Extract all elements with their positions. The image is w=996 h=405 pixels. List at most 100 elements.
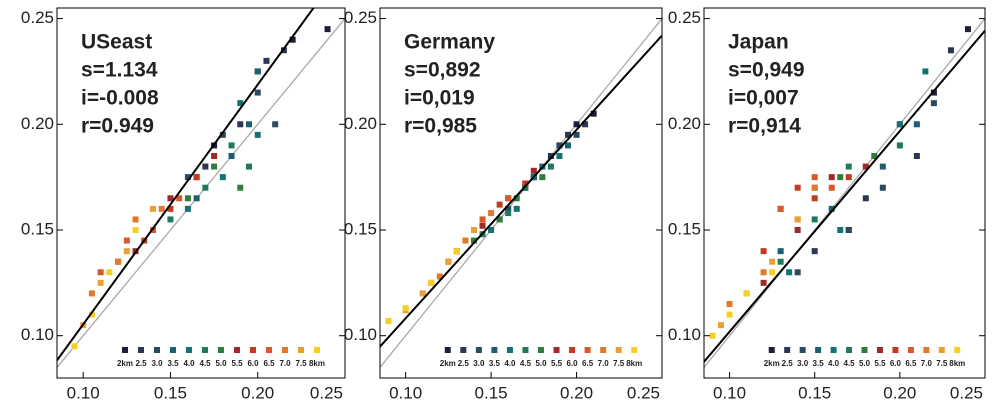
point <box>167 216 174 223</box>
point <box>794 216 801 223</box>
legend-label: 2.5 <box>135 359 147 368</box>
legend-label: 5.0 <box>215 359 227 368</box>
point <box>828 205 835 212</box>
legend-swatch <box>892 347 899 353</box>
point <box>254 89 261 96</box>
point <box>254 131 261 138</box>
panel: 0.10 0.15 0.20 0.25 0.10 0.15 0.20 0.25 Germany s… <box>344 7 663 402</box>
point <box>246 121 252 128</box>
point <box>811 184 818 191</box>
legend-swatch <box>250 347 256 353</box>
x-tick-label: 0.10 <box>389 383 422 402</box>
annotation: i=-0.008 <box>81 87 159 110</box>
point <box>123 237 130 244</box>
annotation: r=0.949 <box>81 115 154 138</box>
fit-line <box>57 8 315 363</box>
y-tick-label: 0.15 <box>668 219 701 238</box>
y-tick-label: 0.25 <box>344 8 377 27</box>
panel: 0.10 0.15 0.20 0.25 0.10 0.15 0.20 0.25 Japan s=0… <box>668 7 986 402</box>
legend-label: 6.0 <box>890 359 902 368</box>
point <box>263 57 270 64</box>
point <box>794 227 801 233</box>
point <box>436 273 443 280</box>
legend-swatch <box>154 347 160 353</box>
legend-swatch <box>815 347 822 353</box>
legend-label: 8km <box>626 359 642 368</box>
legend-label: 6.0 <box>567 359 579 368</box>
legend-label: 6.5 <box>263 359 275 368</box>
point <box>97 269 104 276</box>
legend-label: 4.0 <box>828 359 840 368</box>
point <box>964 26 971 33</box>
x-tick-label: 0.10 <box>67 383 100 402</box>
point <box>777 258 784 265</box>
annotation: s=0,892 <box>404 59 481 82</box>
point <box>132 227 139 233</box>
point <box>289 36 296 43</box>
legend-label: 7.0 <box>921 359 933 368</box>
legend-label: 3.0 <box>151 359 163 368</box>
identity-line <box>704 18 985 369</box>
legend-label: 2km <box>764 359 780 368</box>
point <box>202 163 209 170</box>
point <box>211 163 218 170</box>
point <box>556 153 563 159</box>
legend-label: 3.0 <box>473 359 485 368</box>
point <box>193 195 200 202</box>
point <box>837 227 844 233</box>
legend-label: 3.5 <box>167 359 179 368</box>
point <box>837 174 844 181</box>
point <box>488 210 495 217</box>
point <box>496 216 503 223</box>
legend-swatch <box>907 347 914 353</box>
point <box>158 205 165 212</box>
point <box>505 195 512 202</box>
point <box>202 184 209 191</box>
annotation: USeast <box>81 31 152 54</box>
point <box>539 174 546 181</box>
point <box>211 153 218 159</box>
annotation: r=0,914 <box>728 115 801 138</box>
x-tick-label: 0.20 <box>560 383 593 402</box>
annotation: s=0,949 <box>728 59 805 82</box>
legend-label: 5.0 <box>859 359 871 368</box>
legend-label: 5.0 <box>535 359 547 368</box>
legend-swatch <box>584 347 591 353</box>
legend-swatch <box>266 347 272 353</box>
point <box>513 205 520 212</box>
x-tick-label: 0.15 <box>154 383 187 402</box>
legend-swatch <box>218 347 224 353</box>
point <box>254 68 261 75</box>
point <box>811 174 818 181</box>
y-tick-label: 0.15 <box>344 219 377 238</box>
point <box>219 131 226 138</box>
point <box>479 216 486 223</box>
point <box>471 237 477 244</box>
point <box>106 269 113 276</box>
point <box>228 153 235 159</box>
legend-label: 7.5 <box>295 359 307 368</box>
annotation: Germany <box>404 31 495 54</box>
point <box>522 180 529 187</box>
legend-label: 2km <box>117 359 133 368</box>
point <box>272 121 279 128</box>
x-tick-label: 0.25 <box>627 383 660 402</box>
point <box>709 332 716 339</box>
point <box>479 222 486 229</box>
legend-swatch <box>923 347 930 353</box>
legend-swatch <box>784 347 791 353</box>
legend-label: 4.0 <box>183 359 195 368</box>
point <box>445 258 452 265</box>
point <box>565 142 571 149</box>
fit-line <box>704 29 985 364</box>
point <box>324 26 331 33</box>
point <box>777 205 784 212</box>
legend-swatch <box>954 347 961 353</box>
point <box>811 195 818 202</box>
point <box>845 163 852 170</box>
point <box>428 279 435 286</box>
legend-swatch <box>122 347 128 353</box>
point <box>828 174 835 181</box>
legend-swatch <box>491 347 498 353</box>
point <box>556 142 563 149</box>
